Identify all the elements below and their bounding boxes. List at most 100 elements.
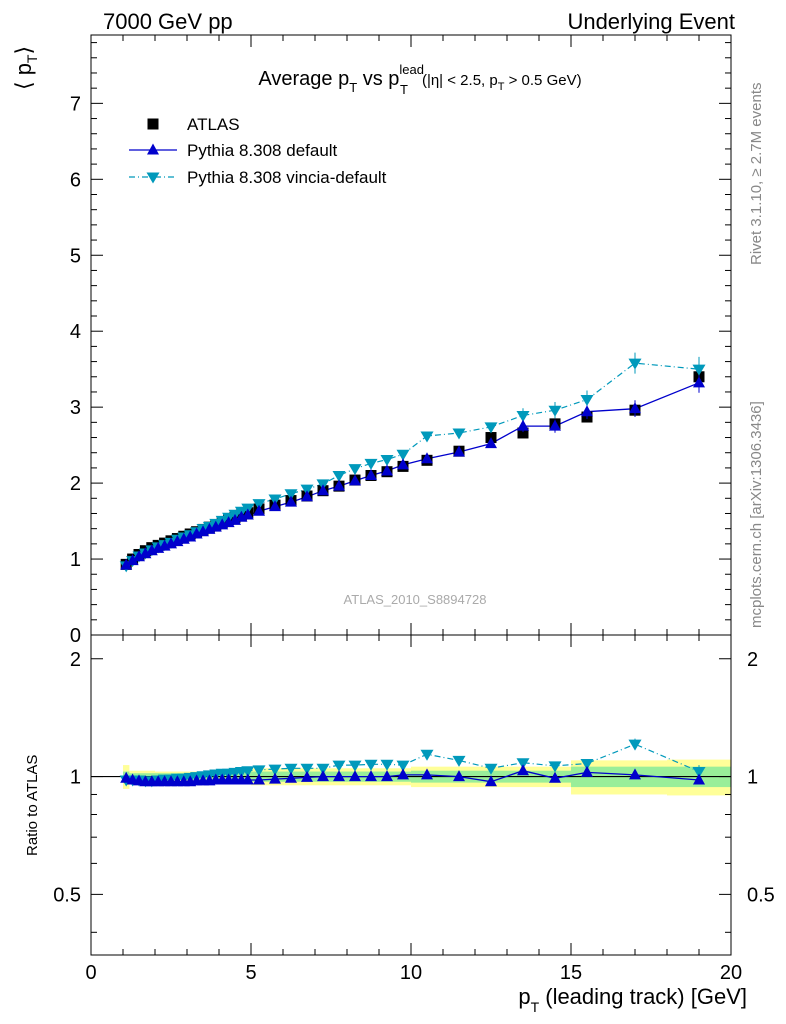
legend-label-vincia: Pythia 8.308 vincia-default [187, 168, 387, 187]
data-point-default [517, 419, 529, 431]
data-point-vincia [484, 422, 498, 434]
data-point-atlas [517, 427, 529, 439]
ratio-point-vincia [300, 763, 314, 775]
plot-title-main: Average p [258, 68, 349, 90]
y-tick-label-top: 4 [70, 321, 81, 343]
ratio-point-default [453, 770, 465, 782]
data-point-default [301, 490, 313, 502]
plot-title-vs: vs p [357, 68, 399, 90]
x-tick-label: 20 [720, 962, 742, 984]
bottom-axes: 0 5 10 15 20 0.5 0.5 1 1 2 2 [53, 635, 775, 984]
ratio-point-default [549, 771, 561, 783]
ratio-point-vincia [484, 763, 498, 775]
side-label-mcplots: mcplots.cern.ch [arXiv:1306.3436] [748, 401, 765, 628]
data-point-default [365, 469, 377, 481]
x-axis-label-p: p [518, 984, 530, 1009]
legend-label-atlas: ATLAS [187, 115, 240, 134]
data-point-default [581, 405, 593, 417]
data-point-vincia [396, 449, 410, 461]
data-point-default [139, 547, 152, 559]
data-point-default [397, 458, 409, 470]
ratio-point-default [317, 770, 329, 782]
plot-title-cuts-b: > 0.5 GeV) [504, 72, 581, 89]
data-point-default [126, 554, 139, 566]
ratio-point-vincia [364, 759, 378, 771]
y-tick-label-top: 1 [70, 549, 81, 571]
y-tick-label-top: 0 [70, 625, 81, 647]
top-series [119, 352, 706, 573]
y-tick-label-bottom-left: 0.5 [53, 884, 81, 906]
ratio-point-default [285, 771, 297, 783]
y-axis-label-close: ⟩ [11, 46, 36, 55]
y-axis-label-sub: T [24, 54, 40, 63]
data-point-default [253, 504, 265, 516]
data-point-vincia [364, 458, 378, 470]
data-point-default [285, 495, 297, 507]
data-point-vincia [548, 405, 562, 417]
y-tick-label-bottom-right: 0.5 [747, 884, 775, 906]
ratio-point-vincia [396, 760, 410, 772]
data-point-vincia [452, 428, 466, 440]
data-point-vincia [380, 455, 394, 467]
data-point-default [349, 474, 361, 486]
data-point-vincia [332, 471, 346, 483]
data-point-default [269, 500, 281, 512]
ratio-point-default [397, 768, 409, 780]
ratio-point-default [485, 775, 497, 787]
data-point-vincia [516, 411, 530, 423]
ratio-point-vincia [316, 763, 330, 775]
ratio-point-default [269, 772, 281, 784]
ratio-point-vincia [284, 763, 298, 775]
data-point-default [453, 445, 465, 457]
data-point-vincia [300, 484, 314, 496]
ratio-point-vincia [348, 760, 362, 772]
data-point-vincia [284, 489, 298, 501]
x-tick-label: 0 [85, 962, 96, 984]
data-point-vincia [628, 358, 642, 370]
side-label-rivet: Rivet 3.1.10, ≥ 2.7M events [748, 83, 765, 266]
y-tick-label-top: 7 [70, 93, 81, 115]
header-right: Underlying Event [567, 9, 735, 34]
bottom-panel: Ratio to ATLAS 0 5 10 15 20 0.5 0.5 1 1 2 2 pT (le… [24, 634, 775, 1015]
ratio-point-vincia [692, 767, 706, 779]
ratio-point-vincia [252, 765, 266, 777]
ratio-point-default [381, 770, 393, 782]
y-tick-label-bottom-right: 1 [747, 767, 758, 789]
ratio-point-vincia [241, 766, 255, 778]
ratio-point-vincia [332, 760, 346, 772]
y-tick-label-bottom-left: 1 [70, 767, 81, 789]
data-point-default [317, 484, 329, 496]
plot-title-sub-t3: T [498, 81, 505, 93]
ratio-point-vincia [580, 758, 594, 770]
ratio-point-default [253, 773, 265, 785]
x-axis-label-sub: T [531, 999, 540, 1015]
data-point-default [421, 452, 433, 464]
x-tick-label: 15 [560, 962, 582, 984]
data-point-default [485, 437, 497, 449]
data-point-vincia [252, 499, 266, 511]
ratio-point-default [693, 773, 705, 785]
data-point-vincia [420, 431, 434, 443]
ratio-point-vincia [268, 764, 282, 776]
ratio-point-default [581, 765, 593, 777]
y-tick-label-bottom-left: 2 [70, 649, 81, 671]
data-point-default [333, 479, 345, 491]
y-axis-label-open: ⟨ p [11, 63, 36, 90]
plot-title-sup-lead: lead [399, 62, 424, 77]
ratio-point-vincia [452, 755, 466, 767]
plot-title-sub-t2: T [400, 82, 408, 97]
ratio-point-vincia [516, 758, 530, 770]
data-point-default [629, 402, 641, 414]
ratio-point-default [421, 768, 433, 780]
plot-title-cuts-a: (|η| < 2.5, p [422, 72, 498, 89]
y-axis-label-top: ⟨ pT⟩ [11, 46, 40, 90]
header-left: 7000 GeV pp [103, 9, 233, 34]
legend: ATLAS Pythia 8.308 default Pythia 8.308 vi… [129, 115, 387, 187]
ratio-point-vincia [548, 761, 562, 773]
bottom-series [119, 738, 706, 788]
x-tick-label: 10 [400, 962, 422, 984]
analysis-watermark: ATLAS_2010_S8894728 [344, 592, 487, 607]
x-tick-label: 5 [245, 962, 256, 984]
legend-marker-vincia [146, 172, 160, 184]
data-point-default [549, 419, 561, 431]
